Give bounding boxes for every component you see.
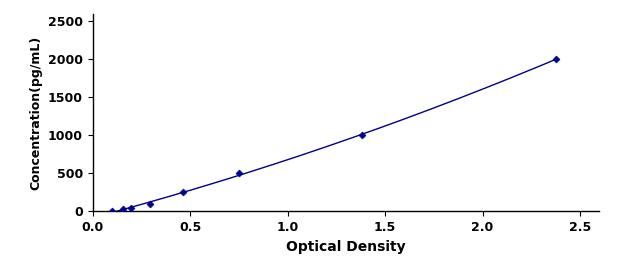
Y-axis label: Concentration(pg/mL): Concentration(pg/mL) [30, 35, 43, 190]
X-axis label: Optical Density: Optical Density [286, 240, 406, 254]
